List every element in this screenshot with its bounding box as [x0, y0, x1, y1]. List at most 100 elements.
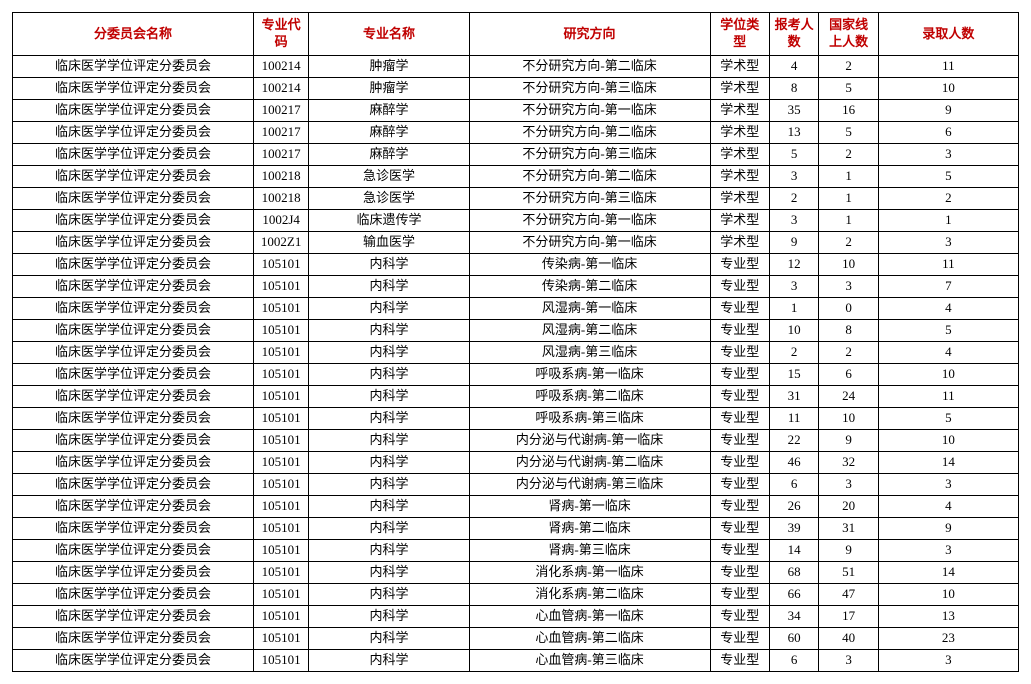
- cell: 100218: [253, 188, 308, 210]
- cell: 麻醉学: [309, 144, 469, 166]
- cell: 内科学: [309, 386, 469, 408]
- cell: 105101: [253, 320, 308, 342]
- cell: 8: [819, 320, 878, 342]
- cell: 9: [769, 232, 818, 254]
- cell: 内科学: [309, 276, 469, 298]
- cell: 10: [819, 408, 878, 430]
- cell: 临床医学学位评定分委员会: [13, 628, 254, 650]
- cell: 肿瘤学: [309, 56, 469, 78]
- cell: 32: [819, 452, 878, 474]
- cell: 15: [769, 364, 818, 386]
- cell: 3: [878, 540, 1018, 562]
- cell: 9: [878, 100, 1018, 122]
- cell: 100218: [253, 166, 308, 188]
- cell: 5: [769, 144, 818, 166]
- cell: 2: [878, 188, 1018, 210]
- cell: 不分研究方向-第三临床: [469, 188, 710, 210]
- cell: 专业型: [710, 474, 769, 496]
- cell: 11: [878, 56, 1018, 78]
- cell: 风湿病-第三临床: [469, 342, 710, 364]
- cell: 临床医学学位评定分委员会: [13, 474, 254, 496]
- cell: 输血医学: [309, 232, 469, 254]
- cell: 专业型: [710, 518, 769, 540]
- cell: 内科学: [309, 298, 469, 320]
- cell: 1002J4: [253, 210, 308, 232]
- cell: 临床医学学位评定分委员会: [13, 518, 254, 540]
- cell: 10: [878, 364, 1018, 386]
- cell: 消化系病-第一临床: [469, 562, 710, 584]
- cell: 105101: [253, 518, 308, 540]
- table-header: 分委员会名称专业代码专业名称研究方向学位类型报考人数国家线上人数录取人数: [13, 13, 1019, 56]
- cell: 10: [819, 254, 878, 276]
- cell: 专业型: [710, 408, 769, 430]
- cell: 内科学: [309, 430, 469, 452]
- cell: 23: [878, 628, 1018, 650]
- cell: 学术型: [710, 78, 769, 100]
- table-row: 临床医学学位评定分委员会105101内科学肾病-第二临床专业型39319: [13, 518, 1019, 540]
- cell: 34: [769, 606, 818, 628]
- cell: 风湿病-第一临床: [469, 298, 710, 320]
- cell: 4: [878, 298, 1018, 320]
- cell: 内科学: [309, 408, 469, 430]
- cell: 临床医学学位评定分委员会: [13, 56, 254, 78]
- cell: 6: [878, 122, 1018, 144]
- cell: 专业型: [710, 276, 769, 298]
- cell: 专业型: [710, 320, 769, 342]
- cell: 3: [878, 474, 1018, 496]
- cell: 9: [819, 430, 878, 452]
- cell: 8: [769, 78, 818, 100]
- table-row: 临床医学学位评定分委员会105101内科学心血管病-第一临床专业型341713: [13, 606, 1019, 628]
- cell: 不分研究方向-第一临床: [469, 210, 710, 232]
- table-row: 临床医学学位评定分委员会100217麻醉学不分研究方向-第二临床学术型1356: [13, 122, 1019, 144]
- cell: 10: [769, 320, 818, 342]
- cell: 9: [878, 518, 1018, 540]
- cell: 学术型: [710, 232, 769, 254]
- col-header-1: 专业代码: [253, 13, 308, 56]
- cell: 10: [878, 430, 1018, 452]
- cell: 风湿病-第二临床: [469, 320, 710, 342]
- cell: 5: [878, 166, 1018, 188]
- cell: 66: [769, 584, 818, 606]
- col-header-6: 国家线上人数: [819, 13, 878, 56]
- cell: 急诊医学: [309, 188, 469, 210]
- cell: 11: [769, 408, 818, 430]
- cell: 专业型: [710, 584, 769, 606]
- cell: 临床医学学位评定分委员会: [13, 232, 254, 254]
- cell: 临床医学学位评定分委员会: [13, 254, 254, 276]
- cell: 临床医学学位评定分委员会: [13, 210, 254, 232]
- cell: 临床医学学位评定分委员会: [13, 342, 254, 364]
- cell: 临床医学学位评定分委员会: [13, 452, 254, 474]
- cell: 学术型: [710, 100, 769, 122]
- cell: 专业型: [710, 606, 769, 628]
- cell: 13: [769, 122, 818, 144]
- table-row: 临床医学学位评定分委员会105101内科学内分泌与代谢病-第一临床专业型2291…: [13, 430, 1019, 452]
- table-row: 临床医学学位评定分委员会105101内科学心血管病-第二临床专业型604023: [13, 628, 1019, 650]
- cell: 47: [819, 584, 878, 606]
- cell: 临床医学学位评定分委员会: [13, 430, 254, 452]
- cell: 3: [878, 144, 1018, 166]
- cell: 10: [878, 78, 1018, 100]
- cell: 5: [878, 320, 1018, 342]
- cell: 14: [878, 562, 1018, 584]
- cell: 专业型: [710, 254, 769, 276]
- cell: 14: [878, 452, 1018, 474]
- col-header-2: 专业名称: [309, 13, 469, 56]
- cell: 不分研究方向-第三临床: [469, 78, 710, 100]
- cell: 临床医学学位评定分委员会: [13, 78, 254, 100]
- table-row: 临床医学学位评定分委员会105101内科学风湿病-第一临床专业型104: [13, 298, 1019, 320]
- table-row: 临床医学学位评定分委员会105101内科学风湿病-第二临床专业型1085: [13, 320, 1019, 342]
- cell: 3: [769, 210, 818, 232]
- cell: 40: [819, 628, 878, 650]
- cell: 105101: [253, 386, 308, 408]
- cell: 3: [819, 650, 878, 672]
- col-header-0: 分委员会名称: [13, 13, 254, 56]
- cell: 临床医学学位评定分委员会: [13, 408, 254, 430]
- cell: 肾病-第三临床: [469, 540, 710, 562]
- cell: 临床医学学位评定分委员会: [13, 122, 254, 144]
- cell: 105101: [253, 342, 308, 364]
- cell: 2: [819, 144, 878, 166]
- cell: 临床医学学位评定分委员会: [13, 562, 254, 584]
- cell: 60: [769, 628, 818, 650]
- table-row: 临床医学学位评定分委员会100218急诊医学不分研究方向-第二临床学术型315: [13, 166, 1019, 188]
- cell: 1: [878, 210, 1018, 232]
